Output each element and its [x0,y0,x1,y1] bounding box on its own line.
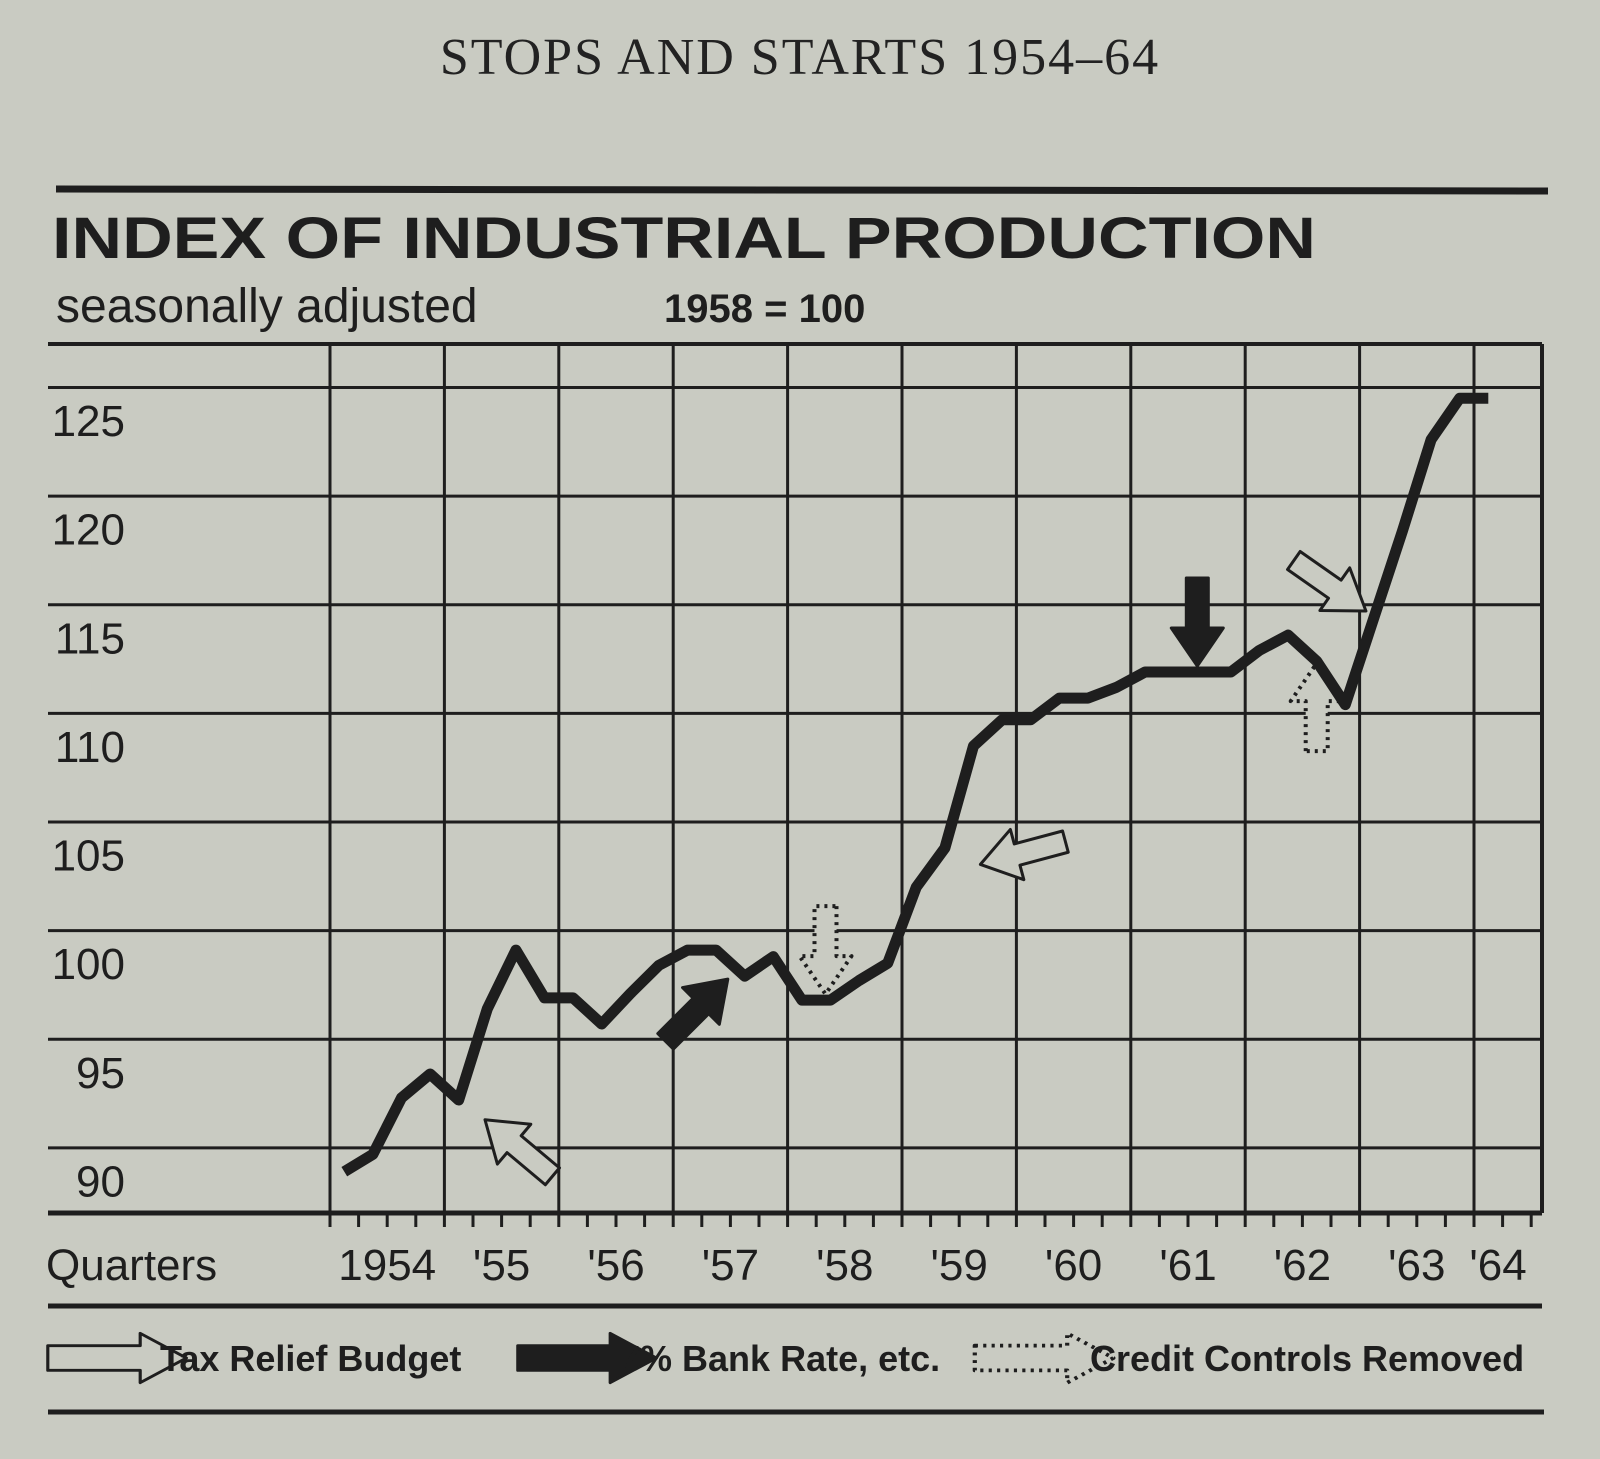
arrow-shape [978,827,1070,882]
annotation-arrow-tax-relief-budget [1286,549,1368,613]
top-rule [55,185,1549,195]
y-tick-label: 90 [76,1157,125,1206]
x-tick-label: '63 [1388,1241,1445,1290]
y-tick-label: 125 [52,397,125,446]
arrow-shape [656,977,730,1051]
arrow-shape [1169,576,1225,668]
x-tick-label: '59 [931,1241,988,1290]
legend-label: Credit Controls Removed [1090,1338,1524,1379]
annotation-arrow-tax-relief-budget [483,1118,561,1187]
annotation-arrow-bank-rate [656,977,730,1051]
x-tick-label: '64 [1469,1241,1526,1290]
y-tick-label: 100 [52,940,125,989]
x-tick-label: '62 [1274,1241,1331,1290]
x-tick-label: 1954 [338,1241,436,1290]
legend: Tax Relief Budget 7% Bank Rate, etc. Credi… [46,1331,1524,1385]
series-layer [341,392,1489,1177]
x-tick-label: '60 [1045,1241,1102,1290]
x-tick-label: '58 [816,1241,873,1290]
policy-annotations [483,549,1368,1187]
arrow-shape [1286,549,1368,613]
legend-label: Tax Relief Budget [160,1338,461,1379]
annotation-arrow-bank-rate [1169,576,1225,668]
legend-arrow-shape [516,1331,658,1385]
annotation-arrow-credit-controls-removed [1288,661,1345,754]
x-axis-tick-labels: 1954 '55 '56 '57 '58 '59 '60 '61 '62 '63 '64 [338,1241,1526,1290]
annotation-arrow-tax-relief-budget [978,827,1070,882]
y-tick-label: 115 [55,614,125,663]
y-tick-label: 95 [76,1049,125,1098]
x-tick-label: '55 [473,1241,530,1290]
x-axis-label: Quarters [46,1241,217,1290]
arrow-shape [483,1118,561,1187]
x-tick-label: '61 [1159,1241,1216,1290]
chart-title: INDEX OF INDUSTRIAL PRODUCTION [52,206,1316,271]
chart-grid [48,342,1544,1216]
legend-arrow-shape [46,1331,188,1385]
chart-frame [48,185,1549,1415]
y-tick-label: 120 [52,506,125,555]
x-axis-quarter-ticks [328,1213,1533,1227]
y-axis-tick-labels: 90 95 100 105 110 115 120 125 [52,397,125,1206]
y-tick-label: 105 [52,832,125,881]
arrow-shape [797,904,854,997]
legend-arrow-shape [972,1331,1116,1385]
chart-subtitle: seasonally adjusted [56,280,478,333]
legend-swatch-bank-rate [516,1331,658,1385]
chart-subtitle-note: 1958 = 100 [664,287,865,331]
legend-swatch-tax-relief-budget [46,1331,188,1385]
series-line [341,392,1489,1177]
arrow-shape [1288,661,1345,754]
y-tick-label: 110 [55,723,125,772]
annotation-arrow-credit-controls-removed [797,904,854,997]
legend-swatch-credit-controls-removed [972,1331,1116,1385]
legend-label: 7% Bank Rate, etc. [620,1338,940,1379]
page-title: STOPS AND STARTS 1954–64 [439,29,1161,86]
x-tick-label: '57 [702,1241,759,1290]
x-tick-label: '56 [587,1241,644,1290]
